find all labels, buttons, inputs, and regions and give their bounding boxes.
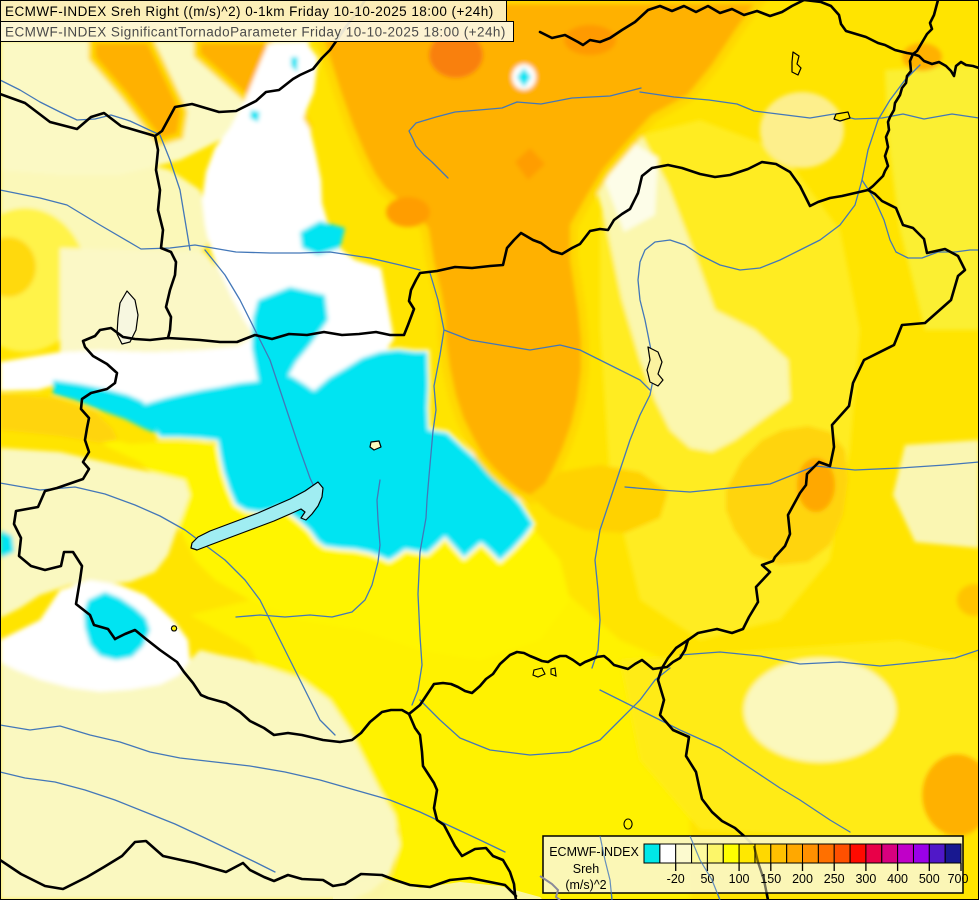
svg-text:50: 50 [700, 872, 714, 886]
svg-text:400: 400 [887, 872, 908, 886]
svg-text:Sreh: Sreh [573, 862, 599, 876]
svg-text:200: 200 [792, 872, 813, 886]
svg-text:100: 100 [729, 872, 750, 886]
svg-text:ECMWF-INDEX Sreh Right ((m/s)^: ECMWF-INDEX Sreh Right ((m/s)^2) 0-1km F… [5, 4, 494, 19]
svg-text:300: 300 [855, 872, 876, 886]
svg-text:(m/s)^2: (m/s)^2 [565, 878, 606, 892]
svg-text:ECMWF-INDEX SignificantTornado: ECMWF-INDEX SignificantTornadoParameter … [5, 25, 506, 40]
svg-text:-20: -20 [667, 872, 685, 886]
svg-text:ECMWF-INDEX: ECMWF-INDEX [549, 845, 639, 859]
svg-text:250: 250 [824, 872, 845, 886]
svg-text:700: 700 [948, 872, 969, 886]
svg-text:500: 500 [919, 872, 940, 886]
